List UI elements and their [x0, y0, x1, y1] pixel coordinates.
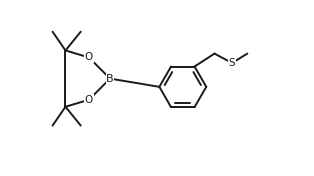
Text: O: O — [85, 52, 93, 62]
Text: O: O — [85, 95, 93, 105]
Text: B: B — [106, 74, 114, 84]
Text: S: S — [229, 58, 236, 68]
